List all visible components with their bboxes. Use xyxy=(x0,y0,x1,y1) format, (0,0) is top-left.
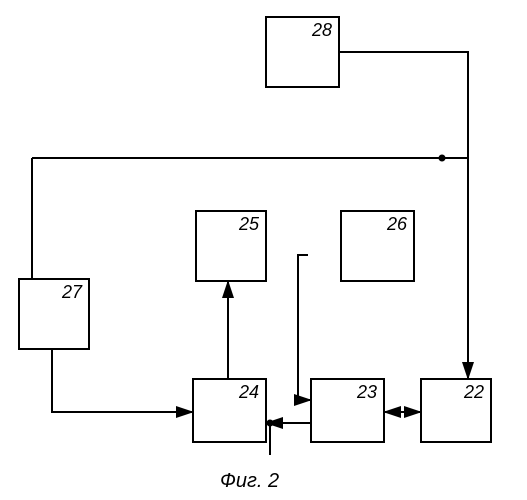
node-23: 23 xyxy=(310,378,385,443)
node-25-label: 25 xyxy=(239,214,259,235)
node-27-label: 27 xyxy=(62,282,82,303)
node-28: 28 xyxy=(265,16,340,88)
node-22: 22 xyxy=(420,378,492,443)
node-26: 26 xyxy=(340,210,415,282)
node-28-label: 28 xyxy=(312,20,332,41)
node-24-label: 24 xyxy=(239,382,259,403)
node-24: 24 xyxy=(192,378,267,443)
node-27: 27 xyxy=(18,278,90,350)
figure-caption: Фиг. 2 xyxy=(220,470,279,493)
node-22-label: 22 xyxy=(464,382,484,403)
node-25: 25 xyxy=(195,210,267,282)
node-26-label: 26 xyxy=(387,214,407,235)
node-23-label: 23 xyxy=(357,382,377,403)
